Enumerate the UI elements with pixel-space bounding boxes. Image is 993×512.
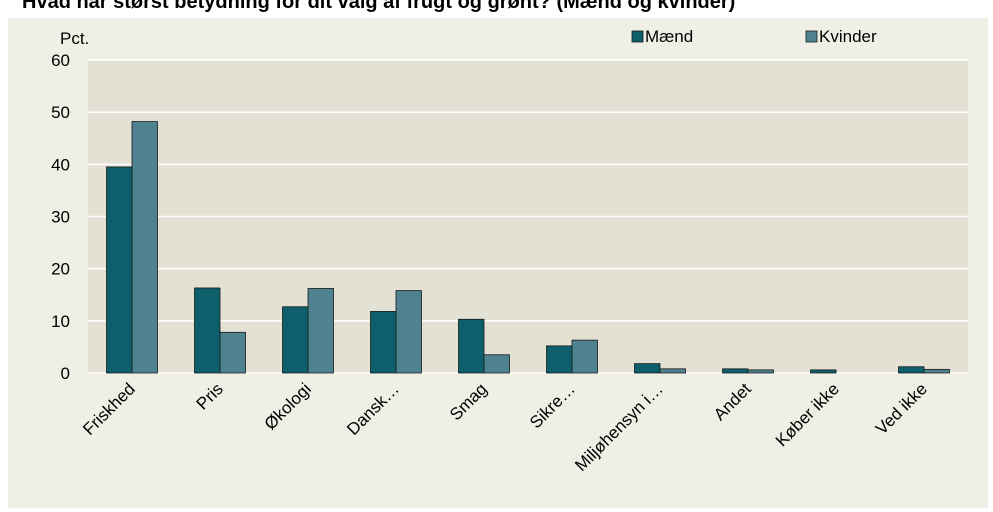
legend-swatch xyxy=(631,30,644,43)
bar xyxy=(923,368,950,374)
legend-label: Kvinder xyxy=(819,27,877,46)
bar xyxy=(898,366,925,374)
bar xyxy=(659,368,686,374)
chart-title: Hvad har størst betydning for dit valg a… xyxy=(22,0,735,13)
bar xyxy=(634,363,661,374)
bar xyxy=(106,166,133,374)
bar xyxy=(370,311,397,374)
y-tick-label: 50 xyxy=(51,103,70,122)
bar xyxy=(307,288,334,374)
bar xyxy=(571,339,598,374)
bar xyxy=(810,369,837,374)
bar xyxy=(194,287,221,374)
bar xyxy=(395,290,422,374)
bar xyxy=(483,354,510,374)
bar xyxy=(282,306,309,374)
legend-label: Mænd xyxy=(645,27,693,46)
y-tick-label: 30 xyxy=(51,208,70,227)
bar xyxy=(722,368,749,374)
bar xyxy=(131,121,158,374)
y-tick-label: 40 xyxy=(51,155,70,174)
bar xyxy=(458,318,485,374)
y-axis-label: Pct. xyxy=(60,29,89,48)
y-tick-label: 20 xyxy=(51,260,70,279)
y-tick-label: 0 xyxy=(61,364,70,383)
bar xyxy=(747,369,774,374)
bar xyxy=(546,345,573,374)
bar xyxy=(219,331,246,374)
y-tick-label: 10 xyxy=(51,312,70,331)
legend-swatch xyxy=(805,30,818,43)
y-tick-label: 60 xyxy=(51,51,70,70)
